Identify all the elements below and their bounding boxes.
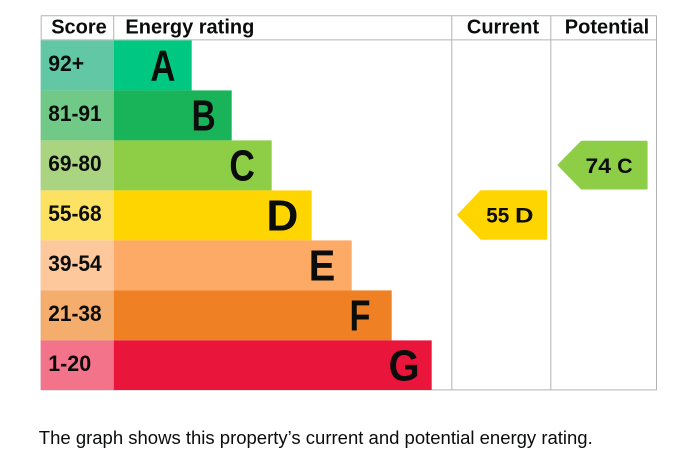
svg-text:D: D [515,205,534,228]
svg-text:F: F [350,293,371,341]
svg-text:The graph shows this property’: The graph shows this property’s current … [39,427,593,448]
svg-text:A: A [150,43,175,91]
svg-text:92+: 92+ [48,51,84,76]
svg-text:C: C [229,143,255,191]
svg-text:55: 55 [486,205,509,228]
svg-text:55-68: 55-68 [48,201,101,226]
svg-text:Potential: Potential [565,17,649,39]
svg-text:G: G [389,343,420,391]
svg-text:Score: Score [51,17,107,39]
svg-text:81-91: 81-91 [48,101,101,126]
svg-text:74: 74 [586,155,612,178]
svg-text:Current: Current [467,17,540,39]
svg-text:1-20: 1-20 [48,351,91,376]
svg-text:Energy rating: Energy rating [125,17,254,39]
svg-text:39-54: 39-54 [48,251,102,276]
svg-text:C: C [617,155,633,178]
svg-text:E: E [309,243,336,291]
svg-text:21-38: 21-38 [48,301,101,326]
svg-text:69-80: 69-80 [48,151,101,176]
svg-text:B: B [192,93,216,141]
svg-text:D: D [266,193,298,241]
